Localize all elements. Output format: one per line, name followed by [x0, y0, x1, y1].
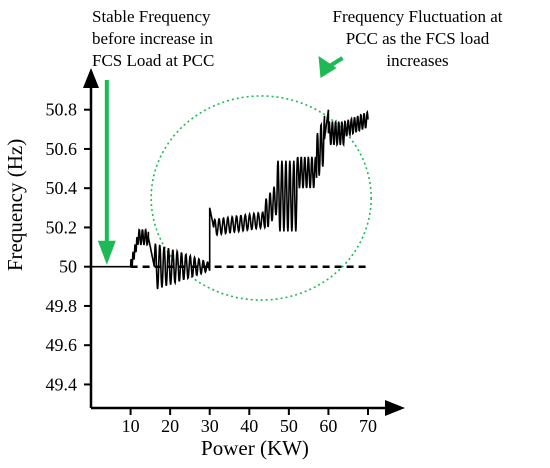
annotation-line: Frequency Fluctuation at [332, 7, 503, 26]
series-layer [91, 109, 369, 290]
y-tick-label: 49.4 [46, 374, 78, 394]
arrow-head-fluctuation [318, 56, 337, 78]
annotation-arrows [97, 56, 344, 265]
x-tick-label: 50 [280, 416, 298, 436]
x-tick-label: 20 [161, 416, 179, 436]
y-tick-label: 50.2 [46, 217, 78, 237]
x-axis-arrowhead [385, 400, 405, 416]
y-tick-label: 50.6 [46, 139, 78, 159]
y-tick-label: 49.6 [46, 335, 78, 355]
x-tick-label: 70 [359, 416, 377, 436]
y-tick-label: 50.8 [46, 100, 78, 120]
annotation-line: FCS Load at PCC [92, 51, 215, 70]
y-tick-label: 49.8 [46, 296, 78, 316]
arrow-head-stable [97, 240, 116, 265]
annotation-frequency-fluctuation: Frequency Fluctuation at PCC as the FCS … [300, 6, 535, 72]
annotation-line: before increase in [92, 29, 213, 48]
x-tick-label: 30 [201, 416, 219, 436]
y-tick-label: 50 [59, 257, 77, 277]
annotation-stable-frequency: Stable Frequency before increase in FCS … [92, 6, 262, 72]
highlight-ellipse [150, 95, 372, 301]
annotation-line: PCC as the FCS load [345, 29, 490, 48]
annotation-line: increases [386, 51, 449, 70]
y-tick-label: 50.4 [46, 178, 78, 198]
frequency-line [91, 109, 369, 290]
annotation-line: Stable Frequency [92, 7, 211, 26]
x-tick-label: 10 [122, 416, 140, 436]
axes: 10 20 30 40 50 60 70 49.4 49.6 49.8 50 50.2 50.4 50.6… [46, 68, 405, 436]
x-axis-label: Power (KW) [201, 436, 309, 460]
y-axis-label: Frequency (Hz) [3, 139, 27, 271]
x-tick-label: 40 [240, 416, 258, 436]
y-axis-arrowhead [83, 68, 99, 88]
x-tick-label: 60 [319, 416, 337, 436]
highlight-ellipse-layer [150, 95, 372, 301]
